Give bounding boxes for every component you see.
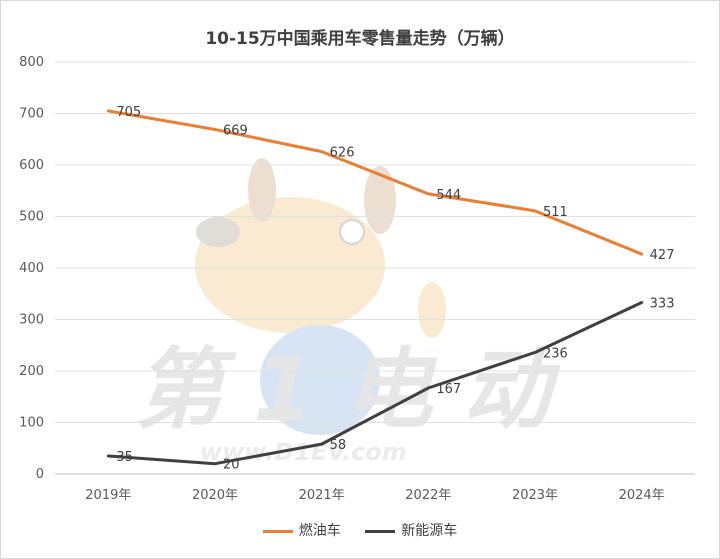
data-label: 58 — [330, 438, 347, 453]
y-tick-label: 200 — [19, 364, 44, 379]
data-labels-group: 705 669 626 544 511 427 35 20 58 167 236 333 — [116, 105, 674, 473]
x-tick-label: 2020年 — [192, 488, 238, 503]
legend: 燃油车 新能源车 — [0, 520, 720, 540]
mascot-eye — [339, 219, 365, 245]
data-label: 427 — [650, 248, 675, 263]
series-line-ice — [106, 109, 644, 256]
y-tick-label: 0 — [36, 467, 44, 482]
x-tick-label: 2023年 — [512, 488, 558, 503]
x-tick-label: 2022年 — [405, 488, 451, 503]
legend-label-ice: 燃油车 — [298, 523, 341, 539]
mascot-ear — [196, 217, 240, 247]
y-axis-ticks: 0 100 200 300 400 500 600 700 800 — [19, 55, 44, 482]
watermark: 第1电动 www.D1EV.com — [135, 158, 580, 466]
legend-item-ice: 燃油车 — [262, 520, 341, 540]
legend-swatch-nev — [365, 529, 396, 533]
mascot-body — [260, 325, 380, 435]
y-tick-label: 100 — [19, 416, 44, 431]
data-label: 544 — [436, 188, 461, 203]
y-tick-label: 400 — [19, 261, 44, 276]
grid-lines — [55, 61, 695, 475]
mascot-antler-left — [248, 158, 276, 222]
legend-item-nev: 新能源车 — [365, 520, 457, 540]
x-axis-ticks: 2019年 2020年 2021年 2022年 2023年 2024年 — [85, 488, 664, 503]
data-label: 167 — [436, 382, 461, 397]
x-tick-label: 2024年 — [619, 488, 665, 503]
y-tick-label: 500 — [19, 210, 44, 225]
data-label: 626 — [330, 146, 355, 161]
y-tick-label: 300 — [19, 313, 44, 328]
x-tick-label: 2019年 — [85, 488, 131, 503]
data-label: 236 — [543, 346, 568, 361]
mascot-thumb — [418, 282, 446, 338]
chart-title: 10-15万中国乘用车零售量走势（万辆） — [205, 29, 515, 49]
y-tick-label: 700 — [19, 107, 44, 122]
legend-label-nev: 新能源车 — [401, 523, 458, 539]
data-label: 20 — [223, 458, 240, 473]
data-label: 333 — [650, 297, 675, 312]
data-label: 511 — [543, 205, 568, 220]
data-label: 35 — [116, 450, 133, 465]
watermark-logo-text: 第1电动 — [135, 338, 580, 441]
series-group — [106, 109, 644, 466]
data-label: 669 — [223, 123, 248, 138]
legend-swatch-ice — [262, 529, 293, 533]
y-tick-label: 600 — [19, 158, 44, 173]
series-line-nev — [106, 301, 644, 466]
data-label: 705 — [116, 105, 141, 120]
y-tick-label: 800 — [19, 55, 44, 70]
x-tick-label: 2021年 — [299, 488, 345, 503]
mascot-head — [195, 197, 385, 333]
